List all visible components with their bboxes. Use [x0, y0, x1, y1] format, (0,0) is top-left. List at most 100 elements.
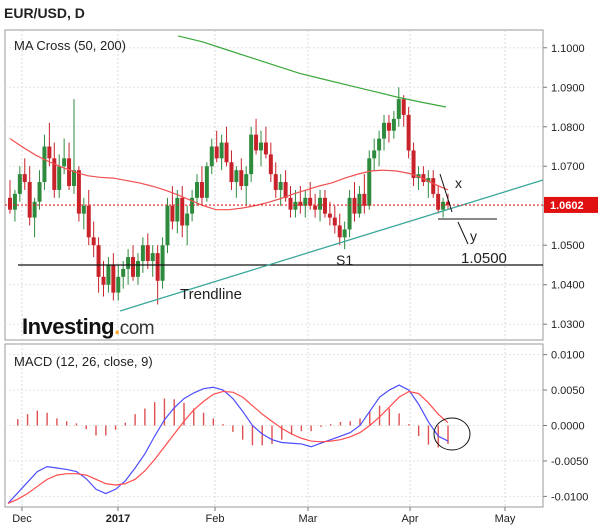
candle-body: [411, 150, 416, 179]
candle-body: [126, 257, 131, 269]
price-pane-frame: [4, 29, 544, 341]
candle-body: [446, 201, 450, 205]
candle-body: [71, 170, 76, 186]
candle-body: [195, 182, 200, 198]
x-tick-label: May: [495, 513, 516, 525]
trendline-label: Trendline: [180, 286, 242, 303]
candle-body: [327, 213, 332, 218]
crossover-circle: [433, 417, 471, 451]
candle-body: [81, 205, 86, 214]
candle-body: [91, 237, 96, 246]
candle-body: [175, 197, 180, 222]
candle-body: [131, 257, 136, 277]
candle-body: [258, 142, 263, 151]
candle-body: [12, 193, 17, 210]
x-tick-label: 2017: [106, 513, 130, 525]
price-y-tick-label: 1.0900: [551, 82, 585, 94]
x-label: x: [455, 175, 462, 191]
candle-body: [436, 193, 441, 210]
candle-body: [224, 142, 229, 163]
last-price-badge: [544, 196, 598, 213]
candle-body: [214, 146, 219, 159]
candle-body: [268, 154, 273, 175]
signal-line: [7, 390, 449, 505]
candle-body: [303, 197, 308, 206]
candle-body: [239, 170, 244, 186]
candle-body: [332, 217, 337, 226]
candle-body: [377, 138, 382, 151]
candle-body: [367, 158, 372, 206]
price-y-tick-label: 1.0300: [551, 319, 585, 331]
candle-body: [17, 174, 22, 194]
candle-body: [140, 245, 145, 262]
macd-y-tick-label: 0.0000: [551, 421, 585, 433]
macd-y-tick-label: 0.0100: [551, 350, 585, 362]
ma-cross-legend: MA Cross (50, 200): [14, 38, 126, 53]
candle-body: [52, 158, 57, 190]
candle-body: [86, 205, 91, 238]
price-y-tick-label: 1.0800: [551, 122, 585, 134]
candle-body: [106, 264, 111, 285]
candle-body: [32, 201, 37, 218]
target-label: 1.0500: [461, 250, 507, 267]
price-y-tick-label: 1.0700: [551, 161, 585, 173]
x-tick-label: Apr: [401, 513, 418, 525]
candle-body: [234, 170, 239, 183]
trendline: [119, 179, 544, 312]
candle-body: [337, 225, 342, 238]
x-annotation-line: [439, 173, 453, 213]
candle-body: [101, 276, 106, 285]
candle-body: [313, 205, 318, 210]
y-annotation-line: [457, 221, 469, 245]
candle-body: [121, 268, 126, 277]
candle-body: [37, 182, 42, 202]
x-tick-label: Feb: [206, 513, 225, 525]
candle-body: [347, 197, 352, 230]
candle-body: [57, 166, 62, 190]
candle-body: [22, 174, 27, 183]
y-label: y: [470, 228, 477, 244]
candle-body: [382, 122, 387, 139]
candle-body: [308, 197, 313, 206]
candle-body: [342, 229, 347, 238]
support-label: S1: [336, 252, 354, 268]
candle-body: [145, 245, 150, 262]
candle-body: [111, 264, 116, 293]
x-tick-label: Dec: [12, 513, 32, 525]
candle-body: [244, 174, 249, 186]
sma200-line: [177, 35, 447, 108]
candle-body: [76, 170, 81, 214]
candle-body: [273, 174, 278, 190]
candle-body: [372, 150, 377, 159]
candle-body: [318, 197, 323, 210]
candle-body: [27, 182, 32, 218]
price-y-tick-label: 1.0500: [551, 240, 585, 252]
candle-body: [47, 146, 52, 159]
candle-body: [357, 193, 362, 214]
candle-body: [322, 197, 327, 214]
candle-body: [431, 178, 436, 194]
candle-body: [116, 276, 121, 293]
candle-body: [67, 158, 72, 186]
candle-body: [165, 205, 170, 246]
candle-body: [42, 146, 47, 183]
price-y-tick-label: 1.0400: [551, 280, 585, 292]
candle-body: [254, 134, 259, 151]
candle-body: [135, 261, 140, 277]
candle-body: [190, 197, 195, 214]
candle-body: [298, 201, 303, 206]
candle-body: [199, 182, 204, 198]
candle-body: [96, 245, 101, 277]
candle-body: [209, 146, 214, 167]
x-tick-label: Mar: [299, 513, 318, 525]
candle-body: [185, 213, 190, 226]
candle-body: [288, 197, 293, 210]
chart-title: EUR/USD, D: [4, 5, 85, 21]
candle-body: [160, 245, 165, 281]
candle-body: [150, 253, 155, 262]
macd-line: [7, 384, 449, 504]
candle-body: [426, 178, 431, 183]
candle-body: [170, 205, 175, 222]
candle-body: [401, 99, 406, 115]
